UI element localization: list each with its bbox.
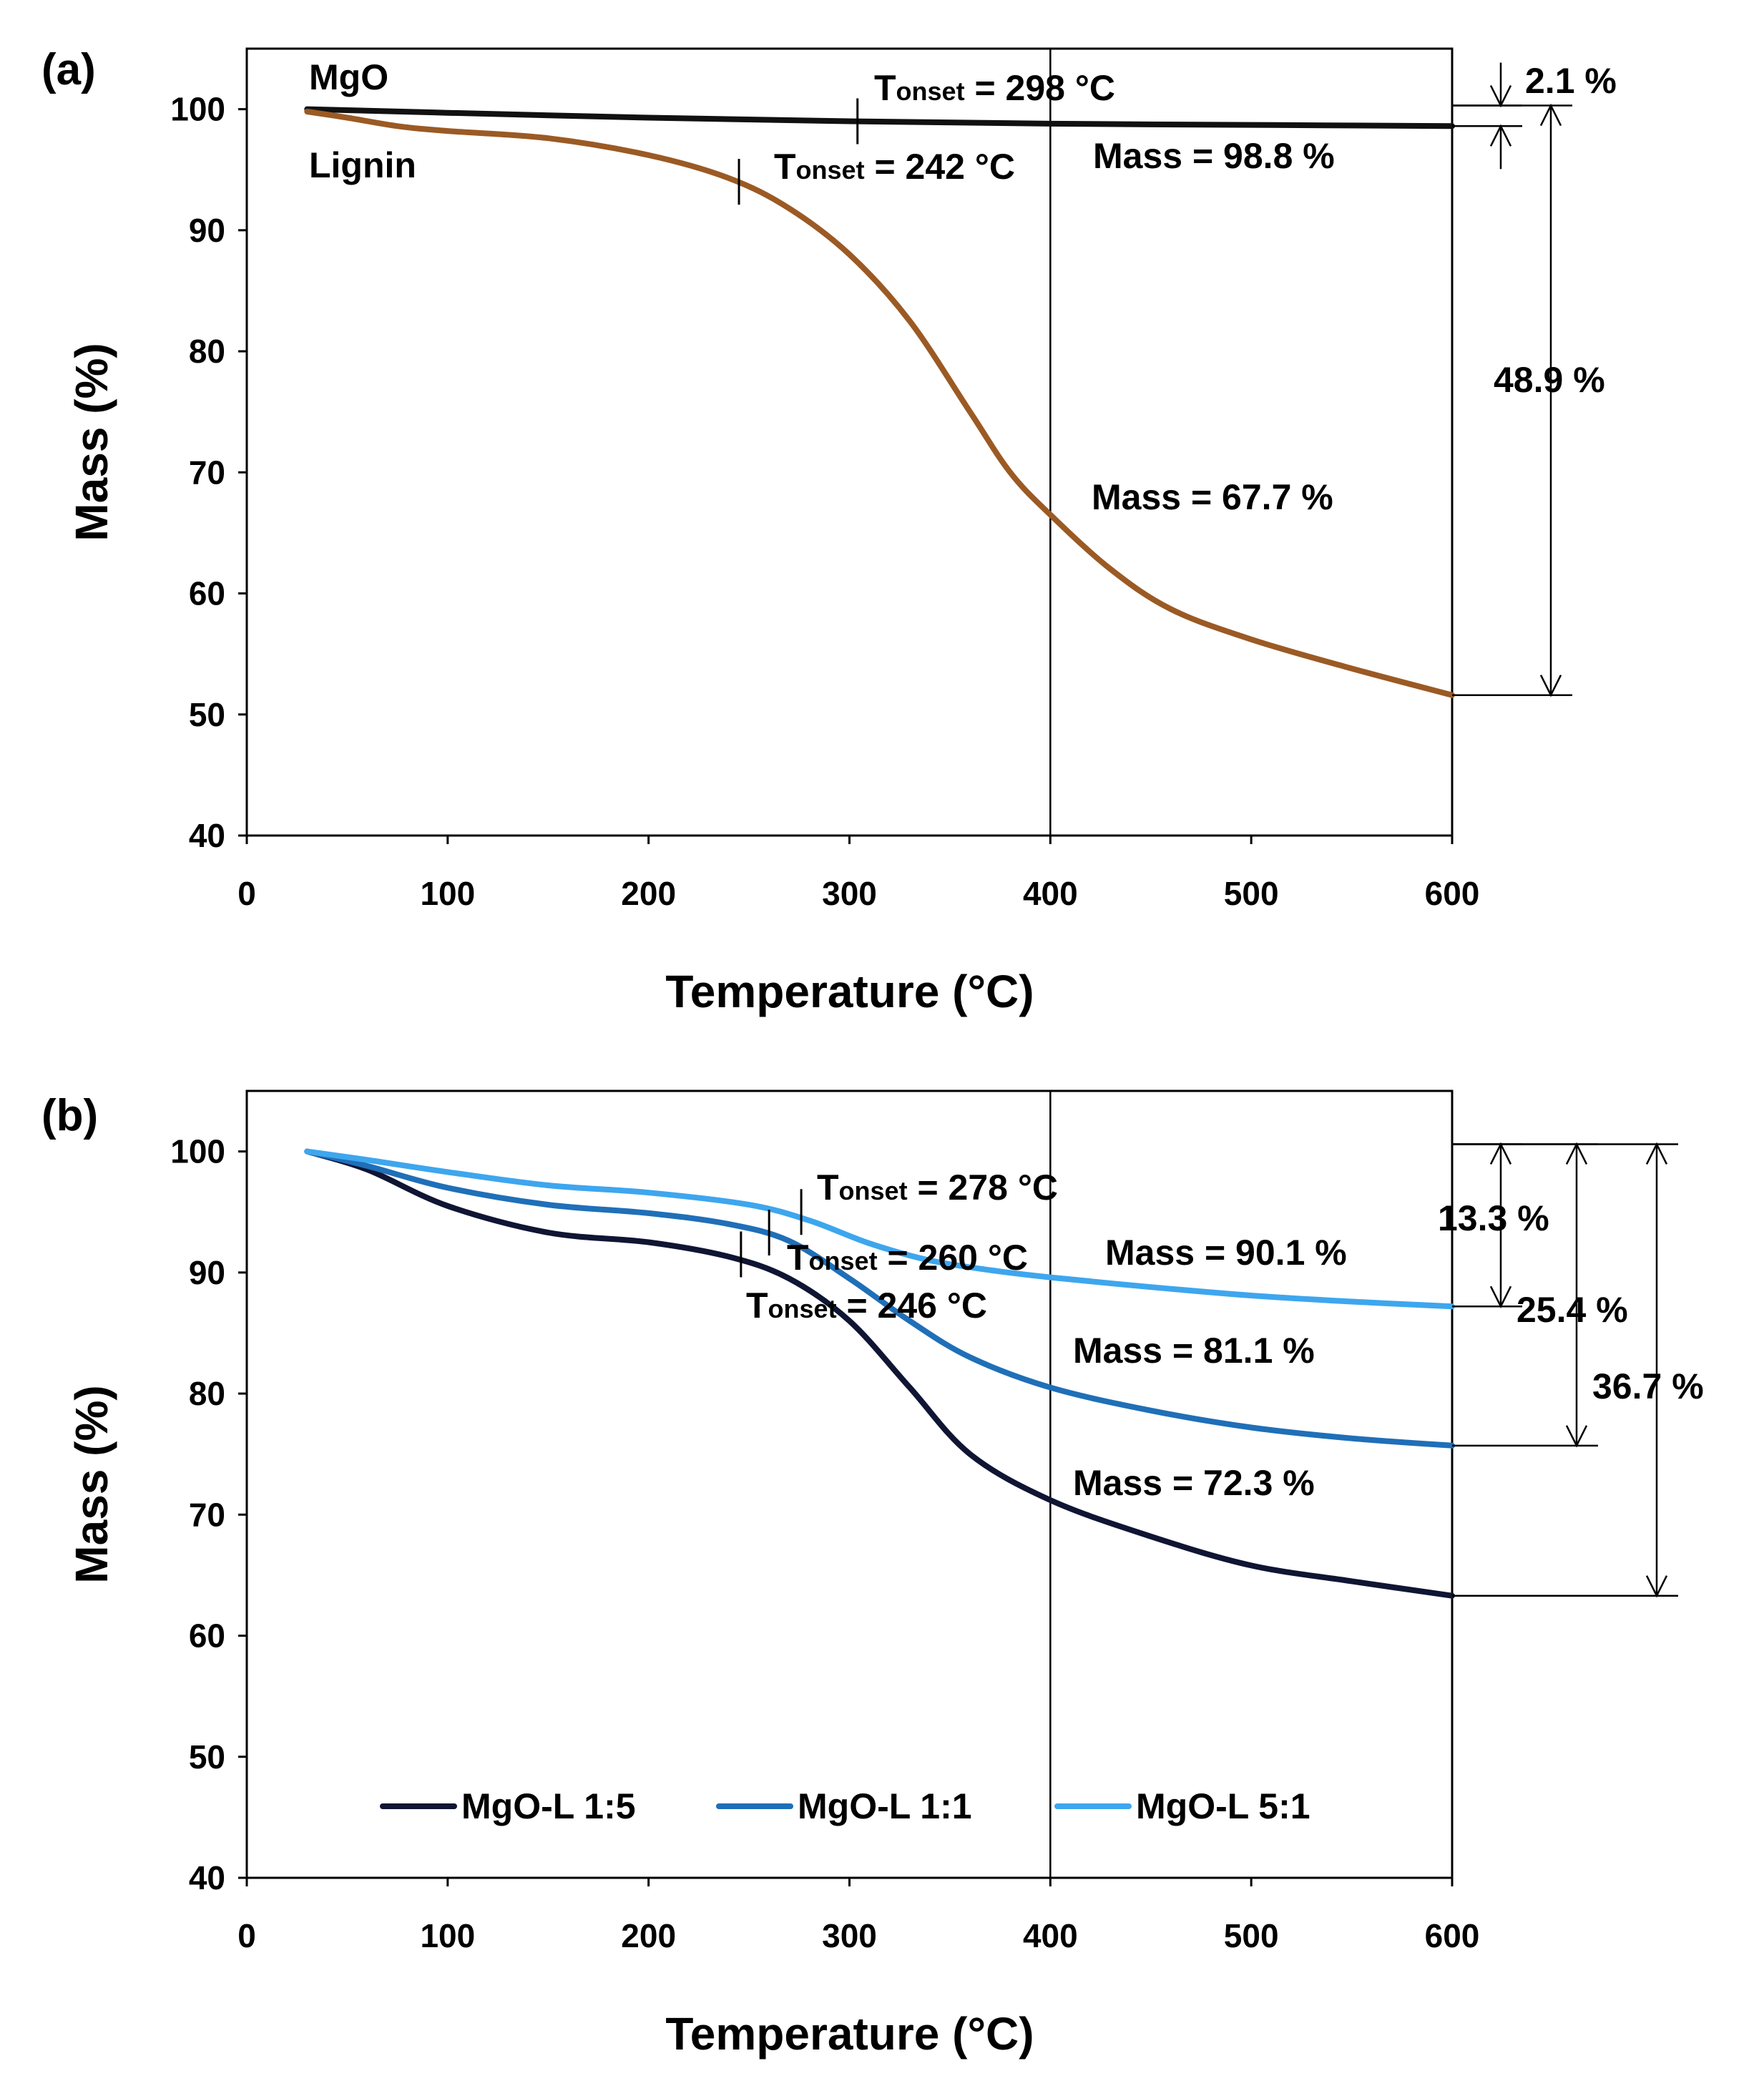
x-tick-label: 400: [1023, 1917, 1078, 1954]
x-tick-label: 500: [1224, 875, 1279, 912]
loss-label-15: 36.7 %: [1592, 1366, 1704, 1406]
mass-label-51: Mass = 90.1 %: [1105, 1233, 1347, 1273]
x-axis-title: Temperature (°C): [665, 966, 1034, 1017]
mass-label-lignin: Mass = 67.7 %: [1092, 477, 1333, 517]
x-axis-title: Temperature (°C): [665, 2008, 1034, 2060]
y-tick-label: 40: [189, 817, 225, 854]
x-tick-label: 600: [1425, 1917, 1480, 1954]
y-tick-label: 100: [170, 1133, 225, 1170]
x-tick-label: 200: [621, 1917, 676, 1954]
panel-a-label: (a): [41, 45, 96, 94]
x-tick-label: 0: [237, 1917, 256, 1954]
y-tick-label: 40: [189, 1859, 225, 1896]
y-axis-title: Mass (%): [66, 343, 117, 541]
arrow-head: [1645, 1575, 1668, 1598]
y-tick-label: 90: [189, 212, 225, 249]
y-axis-ticks: 40 50 60 70 80 90 100: [170, 1133, 247, 1896]
legend-item: MgO-L 5:1: [1054, 1786, 1310, 1826]
mass-label-15: Mass = 72.3 %: [1073, 1463, 1315, 1503]
y-tick-label: 80: [189, 1375, 225, 1412]
x-tick-label: 100: [420, 875, 475, 912]
x-tick-label: 300: [822, 1917, 877, 1954]
arrow-head: [1489, 1285, 1512, 1309]
arrow-head: [1645, 1142, 1668, 1165]
arrow-head: [1565, 1425, 1588, 1448]
reference-lines: [1049, 49, 1454, 836]
loss-label-51: 13.3 %: [1438, 1198, 1549, 1238]
x-tick-label: 300: [822, 875, 877, 912]
x-tick-label: 500: [1224, 1917, 1279, 1954]
onset-label-lignin: Tonset = 242 °C: [774, 147, 1015, 187]
x-tick-label: 600: [1425, 875, 1480, 912]
y-tick-label: 100: [170, 91, 225, 128]
x-tick-label: 400: [1023, 875, 1078, 912]
y-tick-label: 80: [189, 333, 225, 370]
legend: MgO-L 1:5 MgO-L 1:1 MgO-L 5:1: [380, 1786, 1310, 1826]
series-label-mgo: MgO: [309, 57, 388, 97]
y-tick-label: 90: [189, 1254, 225, 1291]
loss-label-mgo: 2.1 %: [1525, 61, 1617, 101]
y-tick-label: 50: [189, 1738, 225, 1776]
mass-label-mgo: Mass = 98.8 %: [1093, 136, 1335, 176]
y-tick-label: 70: [189, 454, 225, 491]
legend-item: MgO-L 1:1: [716, 1786, 972, 1826]
series-line-2: [304, 1148, 1455, 1449]
y-tick-label: 70: [189, 1496, 225, 1533]
loss-label-lignin: 48.9 %: [1494, 360, 1605, 400]
loss-label-11: 25.4 %: [1516, 1290, 1628, 1330]
onset-label-15: Tonset = 246 °C: [746, 1285, 987, 1326]
series-line-3: [304, 1148, 1455, 1310]
reference-lines: [1049, 1091, 1454, 1878]
legend-item: MgO-L 1:5: [380, 1786, 636, 1826]
y-axis-ticks: 40 50 60 70 80 90 100: [170, 91, 247, 854]
panel-b-label: (b): [41, 1091, 98, 1140]
y-tick-label: 60: [189, 1617, 225, 1655]
mass-loss-brackets: [1452, 1142, 1678, 1598]
onset-markers: [738, 98, 859, 205]
legend-label: MgO-L 1:5: [461, 1786, 636, 1826]
onset-markers: [740, 1189, 803, 1278]
legend-label: MgO-L 5:1: [1136, 1786, 1310, 1826]
mass-label-11: Mass = 81.1 %: [1073, 1331, 1315, 1371]
onset-label-mgo: Tonset = 298 °C: [874, 68, 1115, 108]
x-tick-label: 200: [621, 875, 676, 912]
y-tick-label: 60: [189, 575, 225, 612]
series-lines: [304, 1148, 1455, 1599]
arrow-head: [1489, 124, 1512, 147]
legend-label: MgO-L 1:1: [798, 1786, 972, 1826]
onset-label-51: Tonset = 278 °C: [817, 1167, 1058, 1208]
arrow-head: [1539, 103, 1562, 127]
series-label-lignin: Lignin: [309, 145, 416, 185]
x-axis-ticks: 0 100 200 300 400 500 600: [237, 1878, 1479, 1954]
mass-loss-brackets: [1452, 62, 1572, 697]
x-tick-label: 0: [237, 875, 256, 912]
series-line-2: [304, 109, 1455, 698]
series-line-1: [304, 106, 1455, 129]
series-lines: [304, 106, 1455, 698]
x-axis-ticks: 0 100 200 300 400 500 600: [237, 836, 1479, 912]
arrow-head: [1539, 675, 1562, 697]
y-tick-label: 50: [189, 696, 225, 733]
y-axis-title: Mass (%): [66, 1385, 117, 1583]
x-tick-label: 100: [420, 1917, 475, 1954]
onset-label-11: Tonset = 260 °C: [787, 1238, 1028, 1278]
series-line-1: [304, 1148, 1455, 1599]
